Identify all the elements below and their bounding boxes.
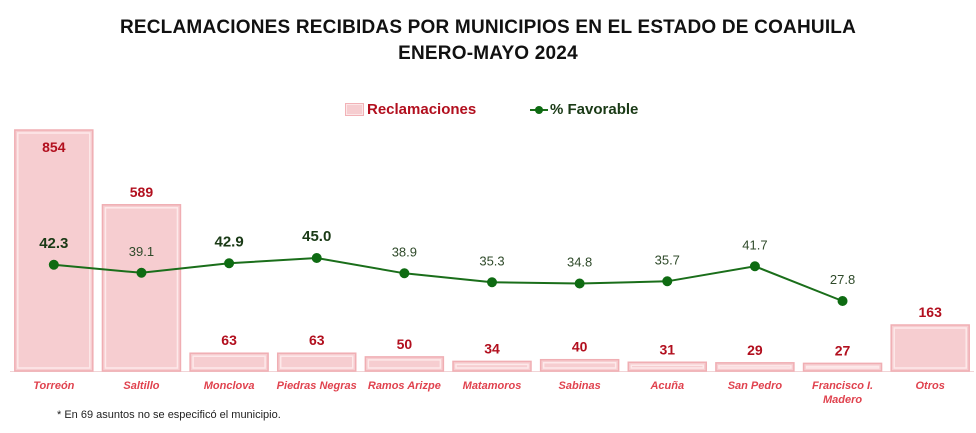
bar-highlight <box>805 365 880 369</box>
bar-group <box>539 358 620 372</box>
category-label: Sabinas <box>559 380 601 392</box>
category-label: Monclova <box>204 380 255 392</box>
legend-line-swatch <box>530 105 548 114</box>
bar-group <box>364 356 445 372</box>
favorable-point <box>48 259 59 270</box>
favorable-value-label: 41.7 <box>742 237 767 252</box>
bar-group <box>189 352 269 372</box>
category-label: Saltillo <box>123 380 159 392</box>
bar-value-label: 589 <box>130 184 154 200</box>
bar-highlight <box>17 132 91 369</box>
bar <box>715 362 795 372</box>
favorable-point <box>574 278 585 289</box>
bar-group <box>715 362 795 372</box>
favorable-line <box>53 256 843 302</box>
favorable-point <box>311 253 322 263</box>
favorable-point <box>399 268 410 279</box>
bar-value-label: 50 <box>397 336 413 352</box>
category-label: Francisco I. <box>812 380 873 392</box>
legend-bar-swatch <box>345 103 364 116</box>
bar-value-label: 63 <box>309 332 325 348</box>
bar-value-label: 163 <box>919 304 943 320</box>
bar-group <box>627 361 708 372</box>
footnote: * En 69 asuntos no se especificó el muni… <box>57 409 281 421</box>
favorable-value-label: 42.3 <box>39 235 68 252</box>
favorable-value-label: 45.0 <box>302 228 331 245</box>
favorable-point <box>136 267 147 278</box>
bar-highlight <box>542 361 617 369</box>
favorable-value-label: 35.7 <box>655 252 680 267</box>
favorable-point <box>224 258 235 269</box>
category-label: Torreón <box>33 380 74 392</box>
category-label: Matamoros <box>463 380 522 392</box>
favorable-value-label: 42.9 <box>214 233 243 250</box>
bar <box>802 362 883 372</box>
favorable-value-label: 34.8 <box>567 255 592 270</box>
bar-value-label: 63 <box>221 332 237 348</box>
bar-group <box>101 204 182 372</box>
bar-highlight <box>104 207 179 369</box>
category-label: Piedras Negras <box>277 380 357 392</box>
category-label: Ramos Arizpe <box>368 380 441 392</box>
bar-highlight <box>279 355 354 369</box>
bar-highlight <box>367 359 442 369</box>
bar-highlight <box>630 364 705 369</box>
bar-highlight <box>893 327 967 369</box>
legend: Reclamaciones % Favorable <box>0 101 976 123</box>
bar <box>452 360 532 372</box>
legend-label-reclamaciones: Reclamaciones <box>367 101 477 118</box>
bar-value-label: 854 <box>42 139 66 155</box>
favorable-point <box>749 261 760 272</box>
bar <box>890 324 970 372</box>
bar <box>539 358 620 372</box>
bar <box>101 204 182 372</box>
favorable-value-label: 27.8 <box>830 272 855 287</box>
legend-label-favorable: % Favorable <box>550 101 639 118</box>
bar-highlight <box>192 355 266 369</box>
chart-subtitle: ENERO-MAYO 2024 <box>398 43 578 64</box>
bar-group <box>802 362 883 372</box>
bar-value-label: 34 <box>484 340 500 356</box>
favorable-point <box>662 276 673 287</box>
chart-title: RECLAMACIONES RECIBIDAS POR MUNICIPIOS E… <box>119 17 857 38</box>
legend-item-favorable: % Favorable <box>530 101 638 118</box>
bar-value-label: 31 <box>659 341 675 357</box>
bar <box>14 129 94 372</box>
favorable-value-label: 39.1 <box>129 244 154 259</box>
category-label: Madero <box>823 394 862 406</box>
favorable-value-label: 35.3 <box>479 253 504 268</box>
bar-highlight <box>455 363 529 369</box>
bar <box>189 352 269 372</box>
bar-value-label: 29 <box>747 342 763 358</box>
bar-highlight <box>718 365 792 369</box>
favorable-point <box>837 296 848 306</box>
bar-group <box>452 360 532 372</box>
bar <box>276 352 357 372</box>
favorable-point <box>487 277 497 288</box>
bar <box>627 361 708 372</box>
bar-group <box>276 352 357 372</box>
bar <box>364 356 445 372</box>
category-label: Acuña <box>649 380 684 392</box>
bar-value-label: 40 <box>572 339 588 355</box>
bar-value-label: 27 <box>835 342 851 358</box>
favorable-value-label: 38.9 <box>392 244 417 259</box>
category-label: San Pedro <box>728 380 783 392</box>
legend-item-reclamaciones: Reclamaciones <box>345 101 476 118</box>
bar-group <box>890 324 970 372</box>
category-label: Otros <box>916 380 945 392</box>
bar-group <box>14 129 94 372</box>
